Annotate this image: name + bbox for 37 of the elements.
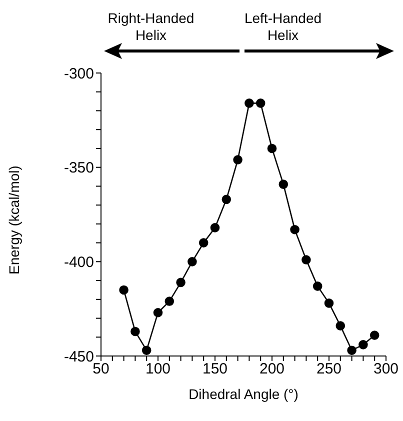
point [336, 321, 346, 330]
y-tick-label: -350 [64, 160, 94, 177]
y-tick-label: -300 [64, 65, 94, 82]
x-tick-label: 250 [316, 360, 342, 378]
point [278, 180, 288, 189]
point [324, 298, 334, 308]
point [302, 255, 311, 264]
y-tick-label: -400 [64, 254, 94, 271]
text: Left-Handed Helix [243, 10, 323, 44]
x-tick-label: 300 [373, 360, 399, 378]
point [233, 155, 242, 164]
x-tick-label: 50 [92, 360, 110, 378]
point [267, 144, 277, 154]
text: Right-Handed Helix [106, 10, 196, 44]
point [188, 257, 197, 266]
point [164, 296, 174, 306]
point [130, 326, 140, 336]
point [153, 308, 163, 318]
point [358, 340, 368, 350]
point [198, 238, 208, 248]
point [222, 194, 232, 204]
point [256, 98, 266, 108]
x-tick-label: 100 [145, 360, 171, 378]
point [210, 223, 220, 232]
point [119, 285, 128, 295]
point [142, 346, 152, 355]
point [244, 98, 254, 108]
y-axis-title: Energy (kcal/mol) [6, 166, 22, 274]
point [347, 346, 356, 355]
y-tick-label: -450 [64, 348, 94, 366]
point [312, 282, 322, 291]
x-axis-title: Dihedral Angle (°) [188, 386, 298, 402]
point [290, 224, 300, 234]
x-tick-label: 150 [202, 360, 228, 378]
point [370, 330, 380, 340]
x-tick-label: 200 [259, 360, 285, 378]
point [176, 278, 186, 288]
